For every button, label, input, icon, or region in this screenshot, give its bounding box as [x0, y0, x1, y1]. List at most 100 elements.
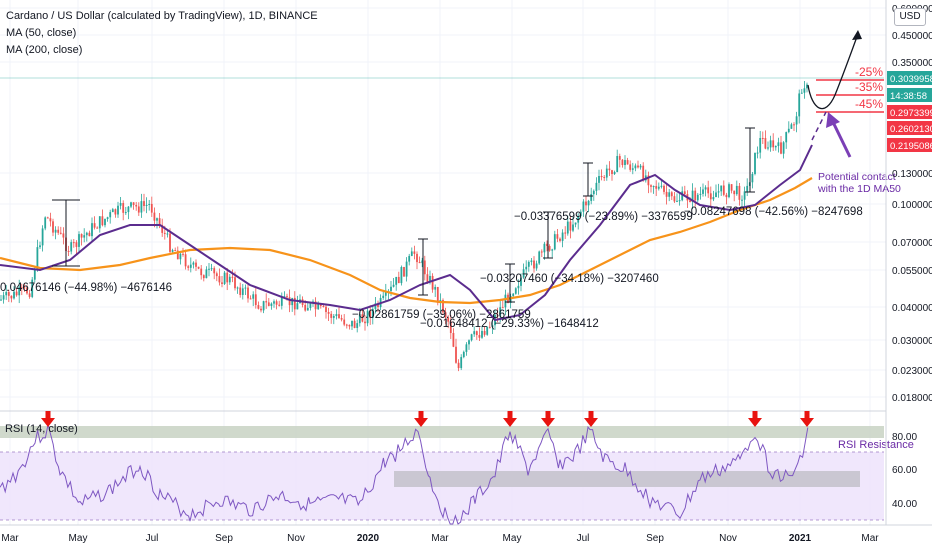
candle: [561, 232, 564, 241]
price-axis[interactable]: 0.600000000.450000000.350000000.13000000…: [892, 4, 932, 404]
price-badge-text: 0.26021307: [890, 124, 932, 135]
time-axis[interactable]: Mar May Jul Sep Nov 2020 Mar May Jul Sep Nov 2021 Ma…: [1, 533, 879, 544]
time-tick: Jul: [577, 533, 590, 544]
candle: [392, 284, 395, 287]
candle: [501, 307, 504, 309]
candle: [504, 294, 507, 308]
rsi-peak-arrow-stem: [45, 411, 51, 419]
candle: [234, 277, 236, 289]
candle: [717, 191, 720, 193]
candle: [590, 194, 593, 201]
candle: [96, 227, 99, 229]
candle: [585, 201, 587, 206]
candle: [218, 276, 221, 283]
candle: [57, 229, 60, 233]
candle: [689, 200, 691, 202]
candle: [447, 317, 450, 322]
candle: [241, 288, 244, 295]
price-badge: [887, 88, 932, 102]
candle: [452, 333, 455, 347]
rsi-axis[interactable]: 80.00 60.00 40.00: [892, 432, 917, 510]
candle: [462, 351, 465, 358]
candle: [184, 254, 187, 267]
candle: [70, 242, 73, 252]
candle: [327, 312, 330, 314]
candle: [127, 206, 130, 213]
candle: [621, 159, 624, 166]
candle: [353, 320, 356, 328]
candle: [309, 302, 312, 308]
candle: [803, 88, 806, 93]
candle: [546, 243, 548, 246]
currency-button[interactable]: USD: [894, 8, 926, 26]
candle: [228, 276, 231, 283]
rsi-tick: 40.00: [892, 499, 917, 510]
candle: [130, 202, 132, 207]
candle: [252, 294, 255, 299]
candle: [681, 191, 684, 201]
candle: [46, 217, 49, 219]
candle: [670, 192, 673, 197]
candle: [777, 142, 780, 147]
candle: [475, 331, 478, 336]
candle: [421, 260, 424, 264]
candle: [176, 250, 179, 260]
candle: [715, 192, 717, 198]
candle: [512, 293, 515, 297]
time-tick: May: [69, 533, 88, 544]
candle: [481, 331, 483, 338]
candle: [559, 238, 561, 241]
candle: [80, 234, 83, 238]
projected-path-dashed: [811, 111, 827, 141]
candle: [158, 218, 161, 225]
candle: [629, 164, 632, 170]
ma200-legend[interactable]: MA (200, close): [6, 44, 83, 56]
candle: [572, 224, 574, 231]
candle: [374, 303, 377, 309]
rsi-legend[interactable]: RSI (14, close): [5, 423, 78, 435]
candle: [767, 147, 769, 149]
candle: [650, 185, 652, 187]
candle: [52, 221, 54, 233]
candle: [486, 326, 489, 335]
time-tick: Mar: [1, 533, 19, 544]
candle: [280, 296, 283, 306]
candle: [182, 253, 184, 255]
candle: [587, 200, 590, 206]
target-levels: -25% -35% -45%: [816, 65, 884, 113]
candle: [192, 262, 195, 265]
candle: [418, 262, 421, 264]
candle: [156, 218, 158, 221]
price-badge: [887, 121, 932, 135]
chart-title[interactable]: Cardano / US Dollar (calculated by Tradi…: [6, 10, 318, 22]
candle: [660, 185, 663, 187]
time-tick: Mar: [431, 533, 449, 544]
candle: [247, 287, 249, 299]
candle: [676, 200, 678, 202]
candle: [618, 156, 621, 160]
rsi-peak-arrow-stem: [507, 411, 513, 419]
contact-arrow: [830, 119, 852, 158]
candle: [416, 253, 418, 263]
candle: [457, 362, 460, 369]
candle: [231, 276, 234, 278]
candle: [226, 272, 229, 283]
time-tick: Sep: [215, 533, 233, 544]
candle: [499, 307, 502, 317]
candle: [598, 175, 600, 183]
candle: [397, 276, 400, 284]
candle: [574, 222, 577, 225]
candle: [793, 124, 795, 126]
candle: [174, 250, 177, 252]
candle: [260, 308, 262, 311]
candle: [169, 233, 171, 252]
rsi-peak-arrow-stem: [418, 411, 424, 419]
candle: [564, 232, 567, 234]
candle: [543, 243, 546, 253]
candle: [538, 251, 541, 264]
ma50-legend[interactable]: MA (50, close): [6, 27, 77, 39]
candle: [330, 313, 333, 318]
candle: [795, 116, 798, 125]
candle: [296, 303, 299, 310]
measure-label-4: −0.03207460 (−34.18%) −3207460: [480, 273, 659, 285]
